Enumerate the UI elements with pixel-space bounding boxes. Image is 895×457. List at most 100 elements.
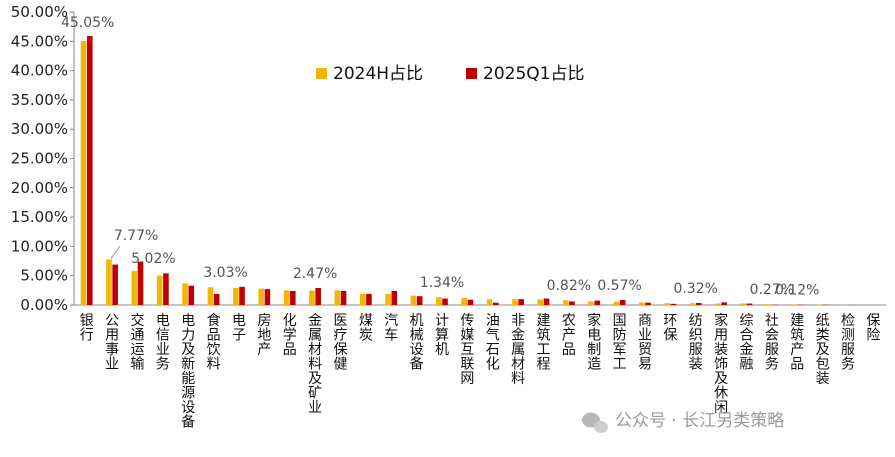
bar-2025q1 <box>746 303 753 305</box>
y-tick-label: 30.00% <box>11 120 68 138</box>
x-axis-labels: 银行公用事业交通运输电信业务电力及新能源设备食品饮料电子房地产化学品金属材料及矿… <box>80 312 881 431</box>
annotation-label: 45.05% <box>61 15 114 31</box>
bar-2025q1 <box>340 290 347 305</box>
bar-2024h <box>131 271 138 305</box>
bar-2024h <box>765 304 772 305</box>
x-tick-label: 煤炭 <box>359 313 373 344</box>
y-tick-label: 0.00% <box>20 296 68 314</box>
bar-2025q1 <box>86 36 93 305</box>
bar-2025q1 <box>289 290 296 305</box>
x-tick-label: 家用装饰及休闲 <box>714 312 728 416</box>
bar-2025q1 <box>645 302 651 305</box>
bar-2025q1 <box>619 300 626 305</box>
bar-2025q1 <box>594 300 601 305</box>
y-tick-label: 35.00% <box>11 91 68 109</box>
bar-2024h <box>537 299 544 305</box>
bars <box>80 36 854 306</box>
x-tick-label: 保险 <box>866 313 880 344</box>
bar-2024h <box>106 259 112 305</box>
x-tick-label: 社会服务 <box>765 313 779 373</box>
bar-2025q1 <box>137 261 144 305</box>
bar-2024h <box>461 297 468 305</box>
x-tick-label: 环保 <box>663 313 677 344</box>
wechat-bubble-small <box>594 421 608 433</box>
bar-2025q1 <box>213 293 220 305</box>
bar-2024h <box>385 293 391 305</box>
bar-2024h <box>740 303 747 305</box>
bar-2025q1 <box>492 302 499 305</box>
x-tick-label: 国防军工 <box>613 313 627 373</box>
x-tick-label: 传媒互联网 <box>460 313 474 387</box>
bar-2024h <box>664 303 671 305</box>
watermark: 公众号 · 长江另类策略 <box>582 411 784 433</box>
bar-2025q1 <box>467 299 474 305</box>
y-tick-label: 25.00% <box>11 150 68 168</box>
x-tick-label: 电力及新能源设备 <box>181 313 195 431</box>
watermark-text: 公众号 · 长江另类策略 <box>615 411 784 431</box>
x-tick-label: 电子 <box>232 313 246 344</box>
bar-2024h <box>207 287 214 305</box>
bar-2025q1 <box>112 264 118 305</box>
bar-2024h <box>359 293 366 305</box>
bar-2025q1 <box>518 299 524 305</box>
annotation-label: 0.12% <box>775 282 819 298</box>
legend-swatch-2025q1 <box>466 68 477 79</box>
y-tick-label: 5.00% <box>20 267 68 285</box>
bar-2024h <box>258 288 265 305</box>
bar-2024h <box>639 302 645 305</box>
y-tick-label: 40.00% <box>11 62 68 80</box>
y-tick-label: 10.00% <box>11 237 68 255</box>
x-tick-label: 检测服务 <box>841 313 855 373</box>
x-tick-label: 纸类及包装 <box>816 313 830 387</box>
x-tick-label: 银行 <box>80 313 94 344</box>
wechat-icon <box>582 412 608 433</box>
annotation-label: 5.02% <box>131 251 175 267</box>
x-tick-label: 交通运输 <box>130 312 144 373</box>
legend: 2024H占比 2025Q1占比 <box>316 64 584 84</box>
annotations: 45.05% 7.77% 5.02% 3.03% 2.47% 1.34% 0.82% 0.57… <box>61 15 819 298</box>
x-tick-label: 建筑产品 <box>790 313 804 373</box>
annotation-label: 0.57% <box>597 278 641 294</box>
bar-2025q1 <box>188 285 195 305</box>
x-tick-label: 油气石化 <box>486 313 500 373</box>
x-tick-label: 化学品 <box>283 313 297 358</box>
bar-2025q1 <box>315 288 321 305</box>
y-tick-label: 20.00% <box>11 179 68 197</box>
annotation-label: 3.03% <box>203 265 247 281</box>
annotation-label: 1.34% <box>420 275 464 291</box>
x-tick-label: 医疗保健 <box>333 313 347 373</box>
x-tick-label: 计算机 <box>435 313 449 358</box>
bar-2025q1 <box>366 293 372 305</box>
legend-label-2024h: 2024H占比 <box>333 64 423 84</box>
bar-2024h <box>309 290 315 305</box>
legend-swatch-2024h <box>316 68 327 79</box>
annotation-leader-line <box>110 245 121 259</box>
x-tick-label: 金属材料及矿业 <box>308 313 322 416</box>
bar-2024h <box>410 295 417 305</box>
x-tick-label: 电信业务 <box>156 313 170 373</box>
x-tick-label: 综合金融 <box>739 313 753 373</box>
bar-2024h <box>588 301 594 305</box>
bar-2024h <box>512 299 518 305</box>
x-tick-label: 家电制造 <box>587 312 601 373</box>
annotation-label: 0.27% <box>750 282 794 298</box>
x-tick-label: 商业贸易 <box>638 313 652 373</box>
bar-2024h <box>80 41 87 306</box>
y-tick-label: 15.00% <box>11 208 68 226</box>
annotation-label: 0.82% <box>547 278 591 294</box>
x-tick-label: 农产品 <box>562 313 576 358</box>
bar-2025q1 <box>670 303 677 305</box>
bar-2024h <box>689 303 696 305</box>
bar-2025q1 <box>442 298 448 305</box>
bar-2024h <box>791 304 797 305</box>
x-tick-label: 纺织服装 <box>689 313 703 373</box>
x-tick-label: 建筑工程 <box>536 313 550 373</box>
x-tick-label: 食品饮料 <box>207 312 221 373</box>
bar-2024h <box>436 297 442 305</box>
bar-2025q1 <box>721 302 727 305</box>
y-tick-label: 45.00% <box>11 32 68 50</box>
bar-2024h <box>156 275 163 305</box>
bar-2024h <box>715 303 721 305</box>
x-tick-label: 非金属材料 <box>511 313 525 387</box>
